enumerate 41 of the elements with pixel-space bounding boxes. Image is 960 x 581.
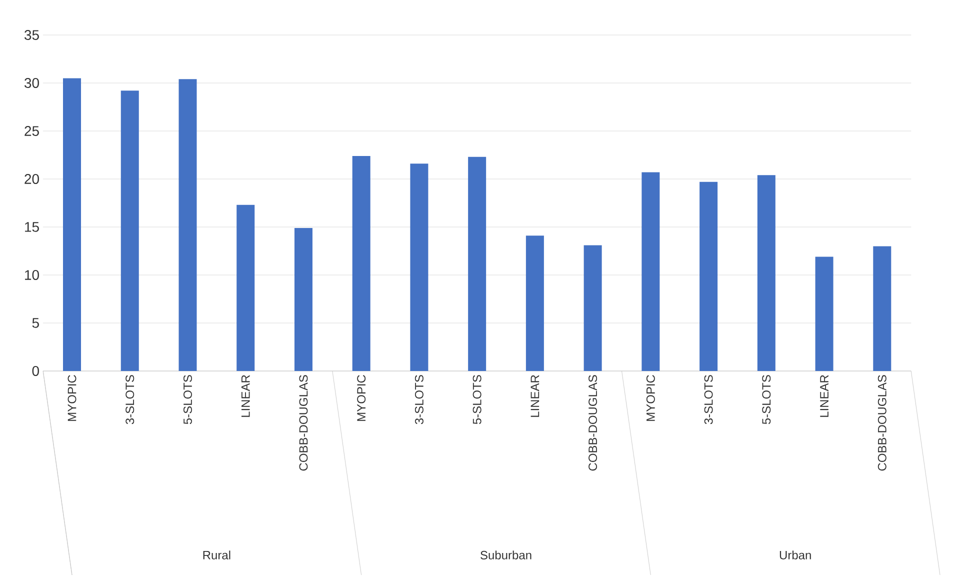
x-tick-label: MYOPIC (646, 374, 655, 421)
bar (178, 79, 197, 371)
bar (120, 90, 139, 371)
bar (642, 172, 660, 371)
bar (236, 204, 255, 371)
x-tick-label: 5-SLOTS (472, 375, 482, 424)
bar (815, 256, 834, 371)
y-tick-label: 10 (25, 270, 39, 280)
bar (410, 164, 428, 371)
y-tick-label: 20 (24, 174, 39, 184)
bar (757, 175, 776, 371)
x-tick-label: LINEAR (241, 375, 250, 417)
bar (873, 246, 892, 371)
x-tick-label: MYOPIC (68, 374, 76, 421)
x-tick-label: 5-SLOTS (762, 375, 771, 424)
y-tick-label: 25 (24, 126, 39, 136)
x-tick-label: MYOPIC (357, 374, 366, 421)
bar (700, 182, 718, 371)
x-tick-label: COBB-DOUGLAS (588, 375, 598, 471)
bar (526, 236, 544, 371)
text: Suburban (480, 550, 532, 560)
bar (584, 245, 602, 371)
x-tick-label: COBB-DOUGLAS (299, 375, 308, 471)
x-tick-label: LINEAR (530, 375, 540, 417)
x-tick-label: 5-SLOTS (183, 375, 192, 424)
bar (352, 156, 370, 371)
y-tick-label: 0 (32, 366, 39, 376)
text: Urban (780, 550, 811, 560)
y-tick-label: 5 (32, 318, 39, 328)
bar (63, 78, 82, 371)
y-tick-label: 15 (25, 222, 39, 232)
x-tick-label: LINEAR (820, 375, 828, 417)
x-tick-label: 3-SLOTS (414, 375, 424, 424)
x-tick-label: COBB-DOUGLAS (878, 375, 886, 471)
y-tick-label: 30 (24, 78, 39, 88)
x-tick-label: 3-SLOTS (126, 375, 134, 424)
y-tick-label: 35 (24, 30, 39, 40)
x-tick-label: 3-SLOTS (704, 375, 713, 424)
text: Rural (203, 550, 230, 560)
bar (294, 228, 312, 371)
bar (468, 156, 486, 371)
